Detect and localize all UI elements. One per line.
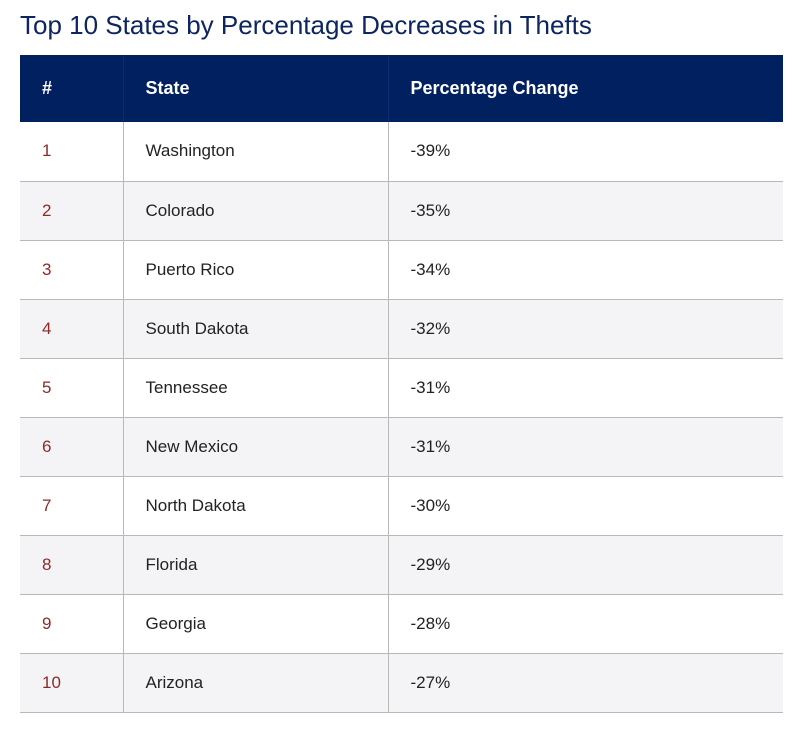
change-cell: -34% xyxy=(387,240,783,300)
rank-cell: 6 xyxy=(20,417,123,477)
change-cell: -28% xyxy=(387,594,783,654)
table-row: 3 Puerto Rico -34% xyxy=(20,240,783,300)
change-cell: -29% xyxy=(387,535,783,595)
state-cell: Georgia xyxy=(122,594,388,654)
table-row: 2 Colorado -35% xyxy=(20,181,783,241)
column-header-percentage-change: Percentage Change xyxy=(387,55,783,122)
change-cell: -27% xyxy=(387,653,783,713)
table-row: 4 South Dakota -32% xyxy=(20,299,783,359)
rank-cell: 5 xyxy=(20,358,123,418)
page-title: Top 10 States by Percentage Decreases in… xyxy=(20,10,592,40)
table-row: 6 New Mexico -31% xyxy=(20,417,783,477)
rank-cell: 9 xyxy=(20,594,123,654)
rank-cell: 10 xyxy=(20,653,123,713)
column-header-rank: # xyxy=(42,78,53,98)
rank-cell: 4 xyxy=(20,299,123,359)
rank-cell: 1 xyxy=(20,122,123,182)
table-row: 8 Florida -29% xyxy=(20,535,783,595)
thefts-table: # State Percentage Change 1 Washington -… xyxy=(20,55,783,713)
table-row: 10 Arizona -27% xyxy=(20,653,783,713)
state-cell: Tennessee xyxy=(122,358,388,418)
change-cell: -39% xyxy=(387,122,783,182)
state-cell: North Dakota xyxy=(122,476,388,536)
header-row: # State Percentage Change xyxy=(20,55,783,122)
change-cell: -32% xyxy=(387,299,783,359)
table-row: 1 Washington -39% xyxy=(20,122,783,182)
state-cell: Puerto Rico xyxy=(122,240,388,300)
state-cell: South Dakota xyxy=(122,299,388,359)
table-row: 9 Georgia -28% xyxy=(20,594,783,654)
table-row: 5 Tennessee -31% xyxy=(20,358,783,418)
state-cell: Arizona xyxy=(122,653,388,713)
table-header: # State Percentage Change xyxy=(20,55,783,122)
state-cell: New Mexico xyxy=(122,417,388,477)
table-row: 7 North Dakota -30% xyxy=(20,476,783,536)
rank-cell: 3 xyxy=(20,240,123,300)
change-cell: -31% xyxy=(387,358,783,418)
table-body: 1 Washington -39% 2 Colorado -35% 3 Puer… xyxy=(20,122,783,713)
state-cell: Colorado xyxy=(122,181,388,241)
change-cell: -30% xyxy=(387,476,783,536)
state-cell: Washington xyxy=(122,122,388,182)
change-cell: -31% xyxy=(387,417,783,477)
rank-cell: 7 xyxy=(20,476,123,536)
state-cell: Florida xyxy=(122,535,388,595)
rank-cell: 2 xyxy=(20,181,123,241)
change-cell: -35% xyxy=(387,181,783,241)
rank-cell: 8 xyxy=(20,535,123,595)
column-header-state: State xyxy=(122,55,388,122)
